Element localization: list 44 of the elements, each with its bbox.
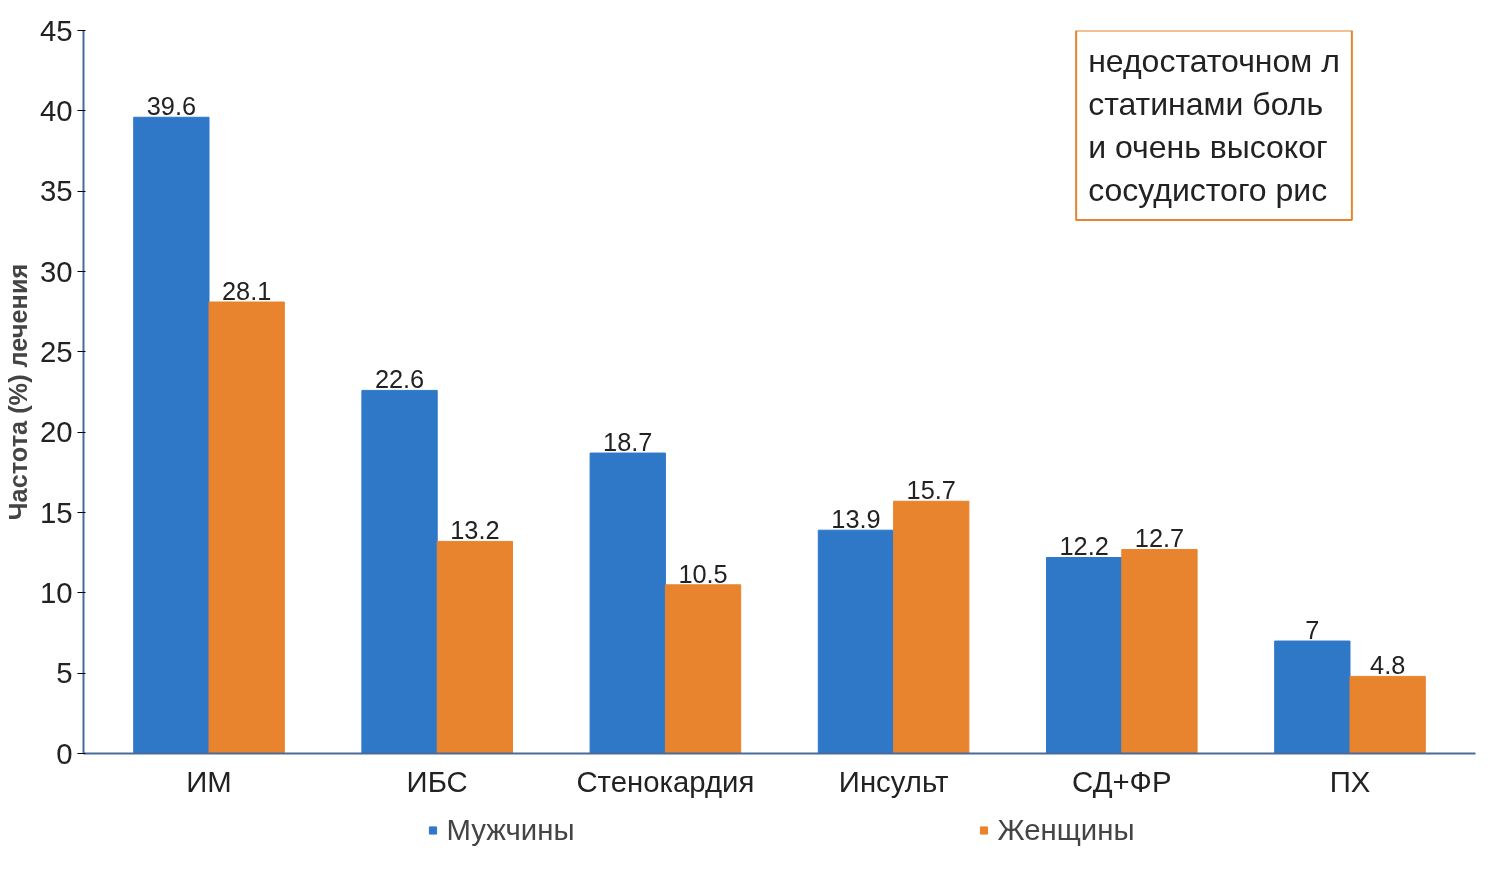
- y-tick-label: 40: [39, 93, 73, 127]
- data-label: 13.9: [831, 505, 881, 534]
- x-tick-label: Стенокардия: [576, 764, 755, 798]
- x-tick-label: ИБС: [406, 764, 468, 798]
- data-label: 4.8: [1370, 651, 1406, 680]
- bar: [664, 584, 742, 754]
- y-tick-label: 30: [39, 254, 73, 288]
- y-axis-title: Частота (%) лечения: [3, 263, 32, 521]
- bar: [208, 301, 285, 754]
- bar: [1121, 548, 1198, 754]
- y-tick-label: 10: [39, 575, 73, 609]
- y-tick-label: 45: [39, 13, 73, 47]
- x-tick-label: СД+ФР: [1072, 764, 1172, 798]
- legend-label: Мужчины: [446, 813, 575, 847]
- y-tick-label: 25: [39, 334, 73, 368]
- y-tick-label: 0: [56, 736, 73, 770]
- x-tick-label: ИМ: [186, 764, 232, 798]
- x-tick-label: ПХ: [1329, 764, 1371, 798]
- data-label: 13.2: [450, 516, 500, 545]
- data-label: 18.7: [603, 428, 653, 457]
- bar: [817, 529, 895, 754]
- data-label: 12.2: [1059, 532, 1109, 561]
- bar: [1045, 556, 1123, 754]
- bar: [133, 116, 210, 754]
- y-tick-label: 20: [39, 415, 73, 449]
- y-tick-label: 5: [56, 656, 73, 690]
- x-tick-label: Инсульт: [838, 764, 949, 798]
- data-label: 22.6: [374, 365, 425, 394]
- y-tick-label: 15: [39, 495, 73, 529]
- bar: [893, 500, 970, 754]
- bar: [436, 540, 514, 754]
- bar: [361, 389, 438, 754]
- data-label: 10.5: [678, 559, 728, 588]
- data-label: 12.7: [1134, 524, 1185, 553]
- data-label: 39.6: [146, 92, 196, 121]
- bar: [1349, 675, 1426, 754]
- bar: [589, 452, 666, 754]
- data-label: 28.1: [222, 277, 272, 306]
- data-label: 15.7: [906, 476, 956, 505]
- legend-label: Женщины: [997, 813, 1135, 847]
- y-tick-label: 35: [39, 174, 73, 208]
- bar: [1274, 640, 1351, 754]
- annotation: недостаточном л статинами боль и очень высоког сосудистого рис: [1088, 42, 1340, 209]
- data-label: 7: [1305, 616, 1320, 645]
